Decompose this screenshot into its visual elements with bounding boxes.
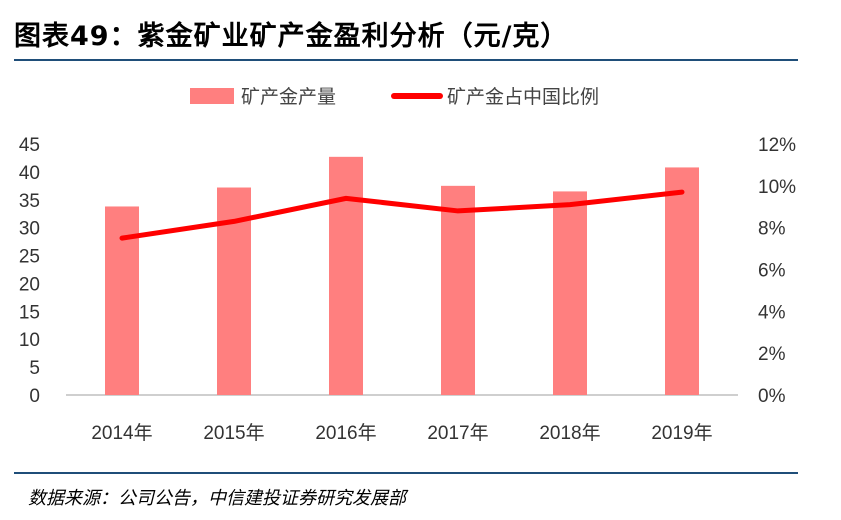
bar-2016年 (329, 156, 363, 395)
source-note: 数据来源：公司公告，中信建投证券研究发展部 (28, 488, 406, 509)
bar-2017年 (441, 185, 475, 395)
y-left-tick: 25 (19, 247, 40, 268)
y-left-tick: 0 (29, 386, 40, 407)
y-right-tick: 6% (758, 261, 786, 282)
x-tick-label: 2017年 (427, 422, 488, 444)
title-divider (14, 59, 798, 61)
y-axis-right: 0% 2% 4% 6% 8% 10% 12% (758, 135, 796, 407)
bar-2018年 (553, 191, 587, 395)
share-line (119, 189, 685, 241)
x-tick-label: 2014年 (91, 422, 152, 444)
legend: 矿产金产量 矿产金占中国比例 (190, 86, 599, 108)
y-right-tick: 10% (758, 177, 796, 198)
legend-bar-swatch (190, 88, 234, 104)
y-left-tick: 35 (19, 191, 40, 212)
y-left-tick: 5 (29, 358, 40, 379)
y-right-tick: 4% (758, 302, 786, 323)
legend-label-bar: 矿产金产量 (241, 86, 336, 108)
y-left-tick: 30 (19, 219, 40, 240)
chart-area: 矿产金产量 矿产金占中国比例 0 5 10 15 20 25 30 35 40 45 0% 2% 4%… (19, 86, 796, 444)
y-left-tick: 20 (19, 274, 40, 295)
y-right-tick: 0% (758, 386, 786, 407)
y-left-tick: 40 (19, 163, 40, 184)
x-tick-label: 2018年 (539, 422, 600, 444)
bar-series (105, 156, 699, 395)
x-tick-label: 2019年 (651, 422, 712, 444)
y-left-tick: 10 (19, 330, 40, 351)
footer-divider (14, 472, 798, 474)
line-series (119, 189, 685, 241)
y-left-tick: 45 (19, 135, 40, 156)
y-right-tick: 2% (758, 344, 786, 365)
x-tick-label: 2015年 (203, 422, 264, 444)
bar-2019年 (665, 167, 699, 395)
y-axis-left: 0 5 10 15 20 25 30 35 40 45 (19, 135, 40, 407)
legend-label-line: 矿产金占中国比例 (447, 86, 599, 108)
y-left-tick: 15 (19, 302, 40, 323)
x-axis-labels: 2014年 2015年 2016年 2017年 2018年 2019年 (91, 422, 712, 444)
y-right-tick: 12% (758, 135, 796, 156)
chart-title: 图表49：紫金矿业矿产金盈利分析（元/克） (14, 21, 569, 52)
y-right-tick: 8% (758, 219, 786, 240)
x-tick-label: 2016年 (315, 422, 376, 444)
